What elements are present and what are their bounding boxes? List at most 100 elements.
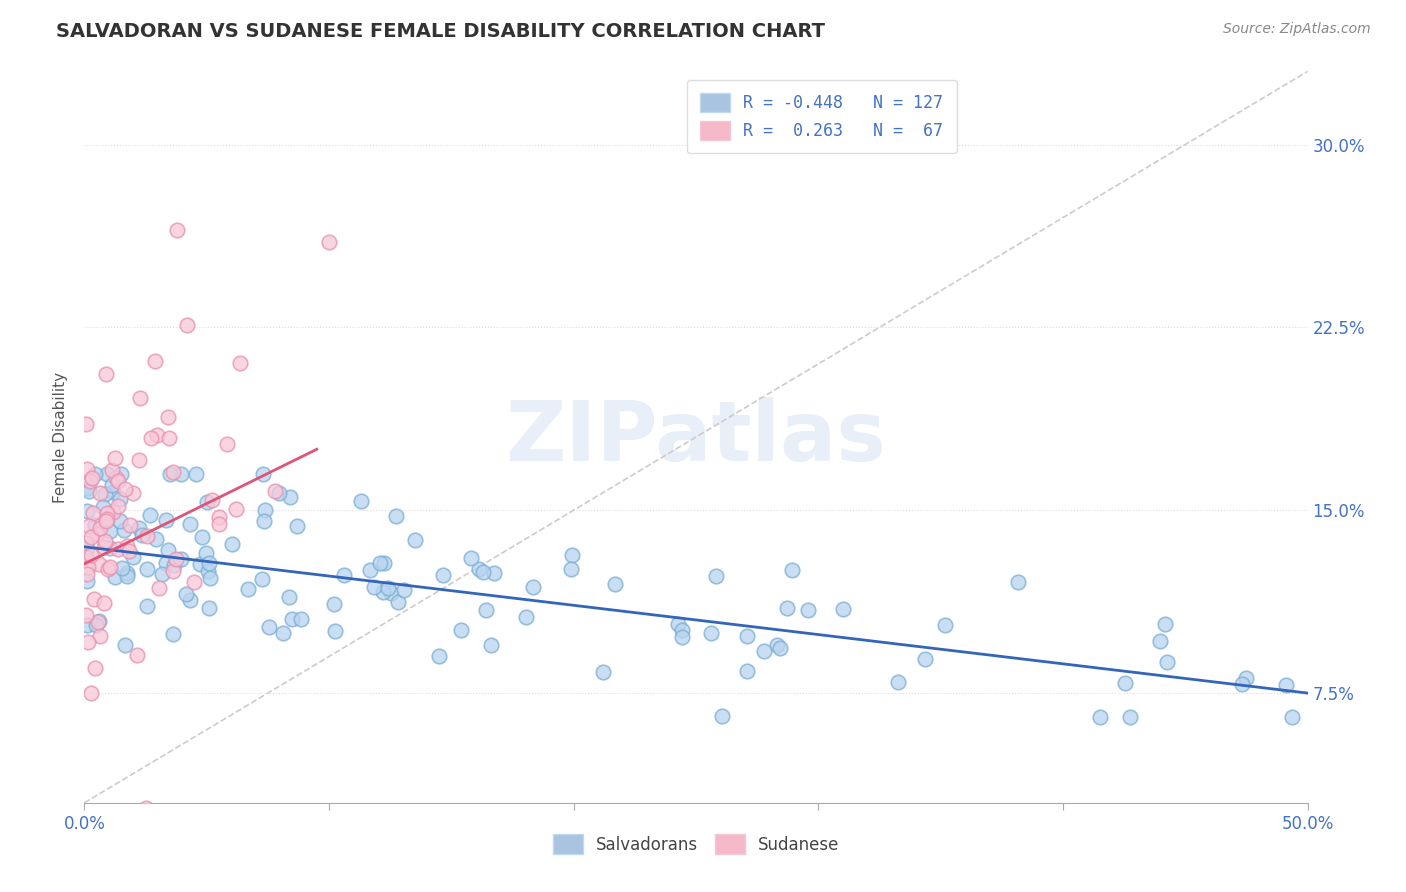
- Point: [1007, 575, 1029, 590]
- Point: [96, 512, 118, 526]
- Point: [121, 486, 143, 500]
- Point: [96, 368, 118, 382]
- Point: [77, 559, 100, 574]
- Point: [671, 630, 693, 644]
- Point: [104, 451, 127, 466]
- Point: [96, 467, 118, 481]
- Point: [76, 541, 98, 555]
- Point: [179, 516, 201, 531]
- Point: [131, 528, 153, 542]
- Point: [157, 543, 180, 558]
- Point: [427, 648, 450, 663]
- Point: [797, 603, 820, 617]
- Text: Source: ZipAtlas.com: Source: ZipAtlas.com: [1223, 22, 1371, 37]
- Point: [191, 530, 214, 544]
- Text: ZIPatlas: ZIPatlas: [506, 397, 886, 477]
- Point: [89, 521, 111, 535]
- Point: [221, 536, 243, 550]
- Point: [94, 486, 117, 500]
- Point: [775, 600, 797, 615]
- Point: [89, 629, 111, 643]
- Point: [208, 509, 231, 524]
- Point: [471, 565, 494, 579]
- Point: [271, 626, 294, 640]
- Point: [252, 467, 274, 481]
- Point: [128, 453, 150, 467]
- Point: [125, 648, 148, 662]
- Point: [432, 568, 454, 582]
- Point: [75, 549, 97, 564]
- Point: [80, 686, 103, 700]
- Point: [359, 563, 381, 577]
- Point: [93, 541, 115, 555]
- Point: [385, 508, 408, 523]
- Point: [1154, 616, 1177, 631]
- Point: [1114, 676, 1136, 690]
- Point: [143, 354, 166, 368]
- Point: [108, 514, 131, 528]
- Point: [139, 508, 162, 523]
- Point: [79, 475, 101, 489]
- Point: [479, 638, 502, 652]
- Point: [155, 513, 177, 527]
- Point: [77, 483, 100, 498]
- Point: [264, 483, 287, 498]
- Point: [373, 556, 395, 570]
- Point: [89, 485, 111, 500]
- Point: [170, 467, 193, 481]
- Point: [135, 599, 157, 613]
- Point: [176, 318, 198, 332]
- Point: [139, 431, 162, 445]
- Point: [76, 462, 98, 476]
- Point: [475, 603, 498, 617]
- Point: [914, 652, 936, 666]
- Point: [515, 609, 537, 624]
- Point: [82, 471, 104, 485]
- Point: [108, 491, 131, 506]
- Point: [277, 590, 299, 604]
- Point: [111, 561, 134, 575]
- Point: [146, 427, 169, 442]
- Legend: Salvadorans, Sudanese: Salvadorans, Sudanese: [546, 828, 846, 860]
- Point: [98, 560, 121, 574]
- Point: [79, 519, 101, 533]
- Point: [97, 561, 120, 575]
- Point: [666, 616, 689, 631]
- Point: [887, 675, 910, 690]
- Point: [87, 558, 110, 572]
- Point: [522, 580, 544, 594]
- Point: [107, 541, 129, 556]
- Point: [98, 524, 121, 538]
- Point: [603, 576, 626, 591]
- Point: [117, 568, 139, 582]
- Point: [1119, 710, 1142, 724]
- Point: [112, 523, 135, 537]
- Point: [114, 638, 136, 652]
- Point: [229, 356, 252, 370]
- Point: [79, 548, 101, 562]
- Point: [217, 437, 239, 451]
- Point: [86, 618, 108, 632]
- Point: [250, 573, 273, 587]
- Point: [934, 618, 956, 632]
- Point: [371, 585, 394, 599]
- Point: [96, 506, 118, 520]
- Point: [259, 619, 281, 633]
- Point: [188, 558, 211, 572]
- Point: [101, 484, 124, 499]
- Point: [77, 481, 100, 495]
- Point: [129, 391, 152, 405]
- Point: [323, 598, 346, 612]
- Point: [157, 431, 180, 445]
- Point: [165, 551, 187, 566]
- Point: [75, 536, 97, 550]
- Point: [98, 541, 121, 556]
- Point: [377, 581, 399, 595]
- Point: [560, 562, 582, 576]
- Point: [1234, 671, 1257, 685]
- Point: [83, 592, 105, 607]
- Point: [145, 533, 167, 547]
- Point: [183, 575, 205, 590]
- Point: [592, 665, 614, 679]
- Point: [198, 601, 221, 615]
